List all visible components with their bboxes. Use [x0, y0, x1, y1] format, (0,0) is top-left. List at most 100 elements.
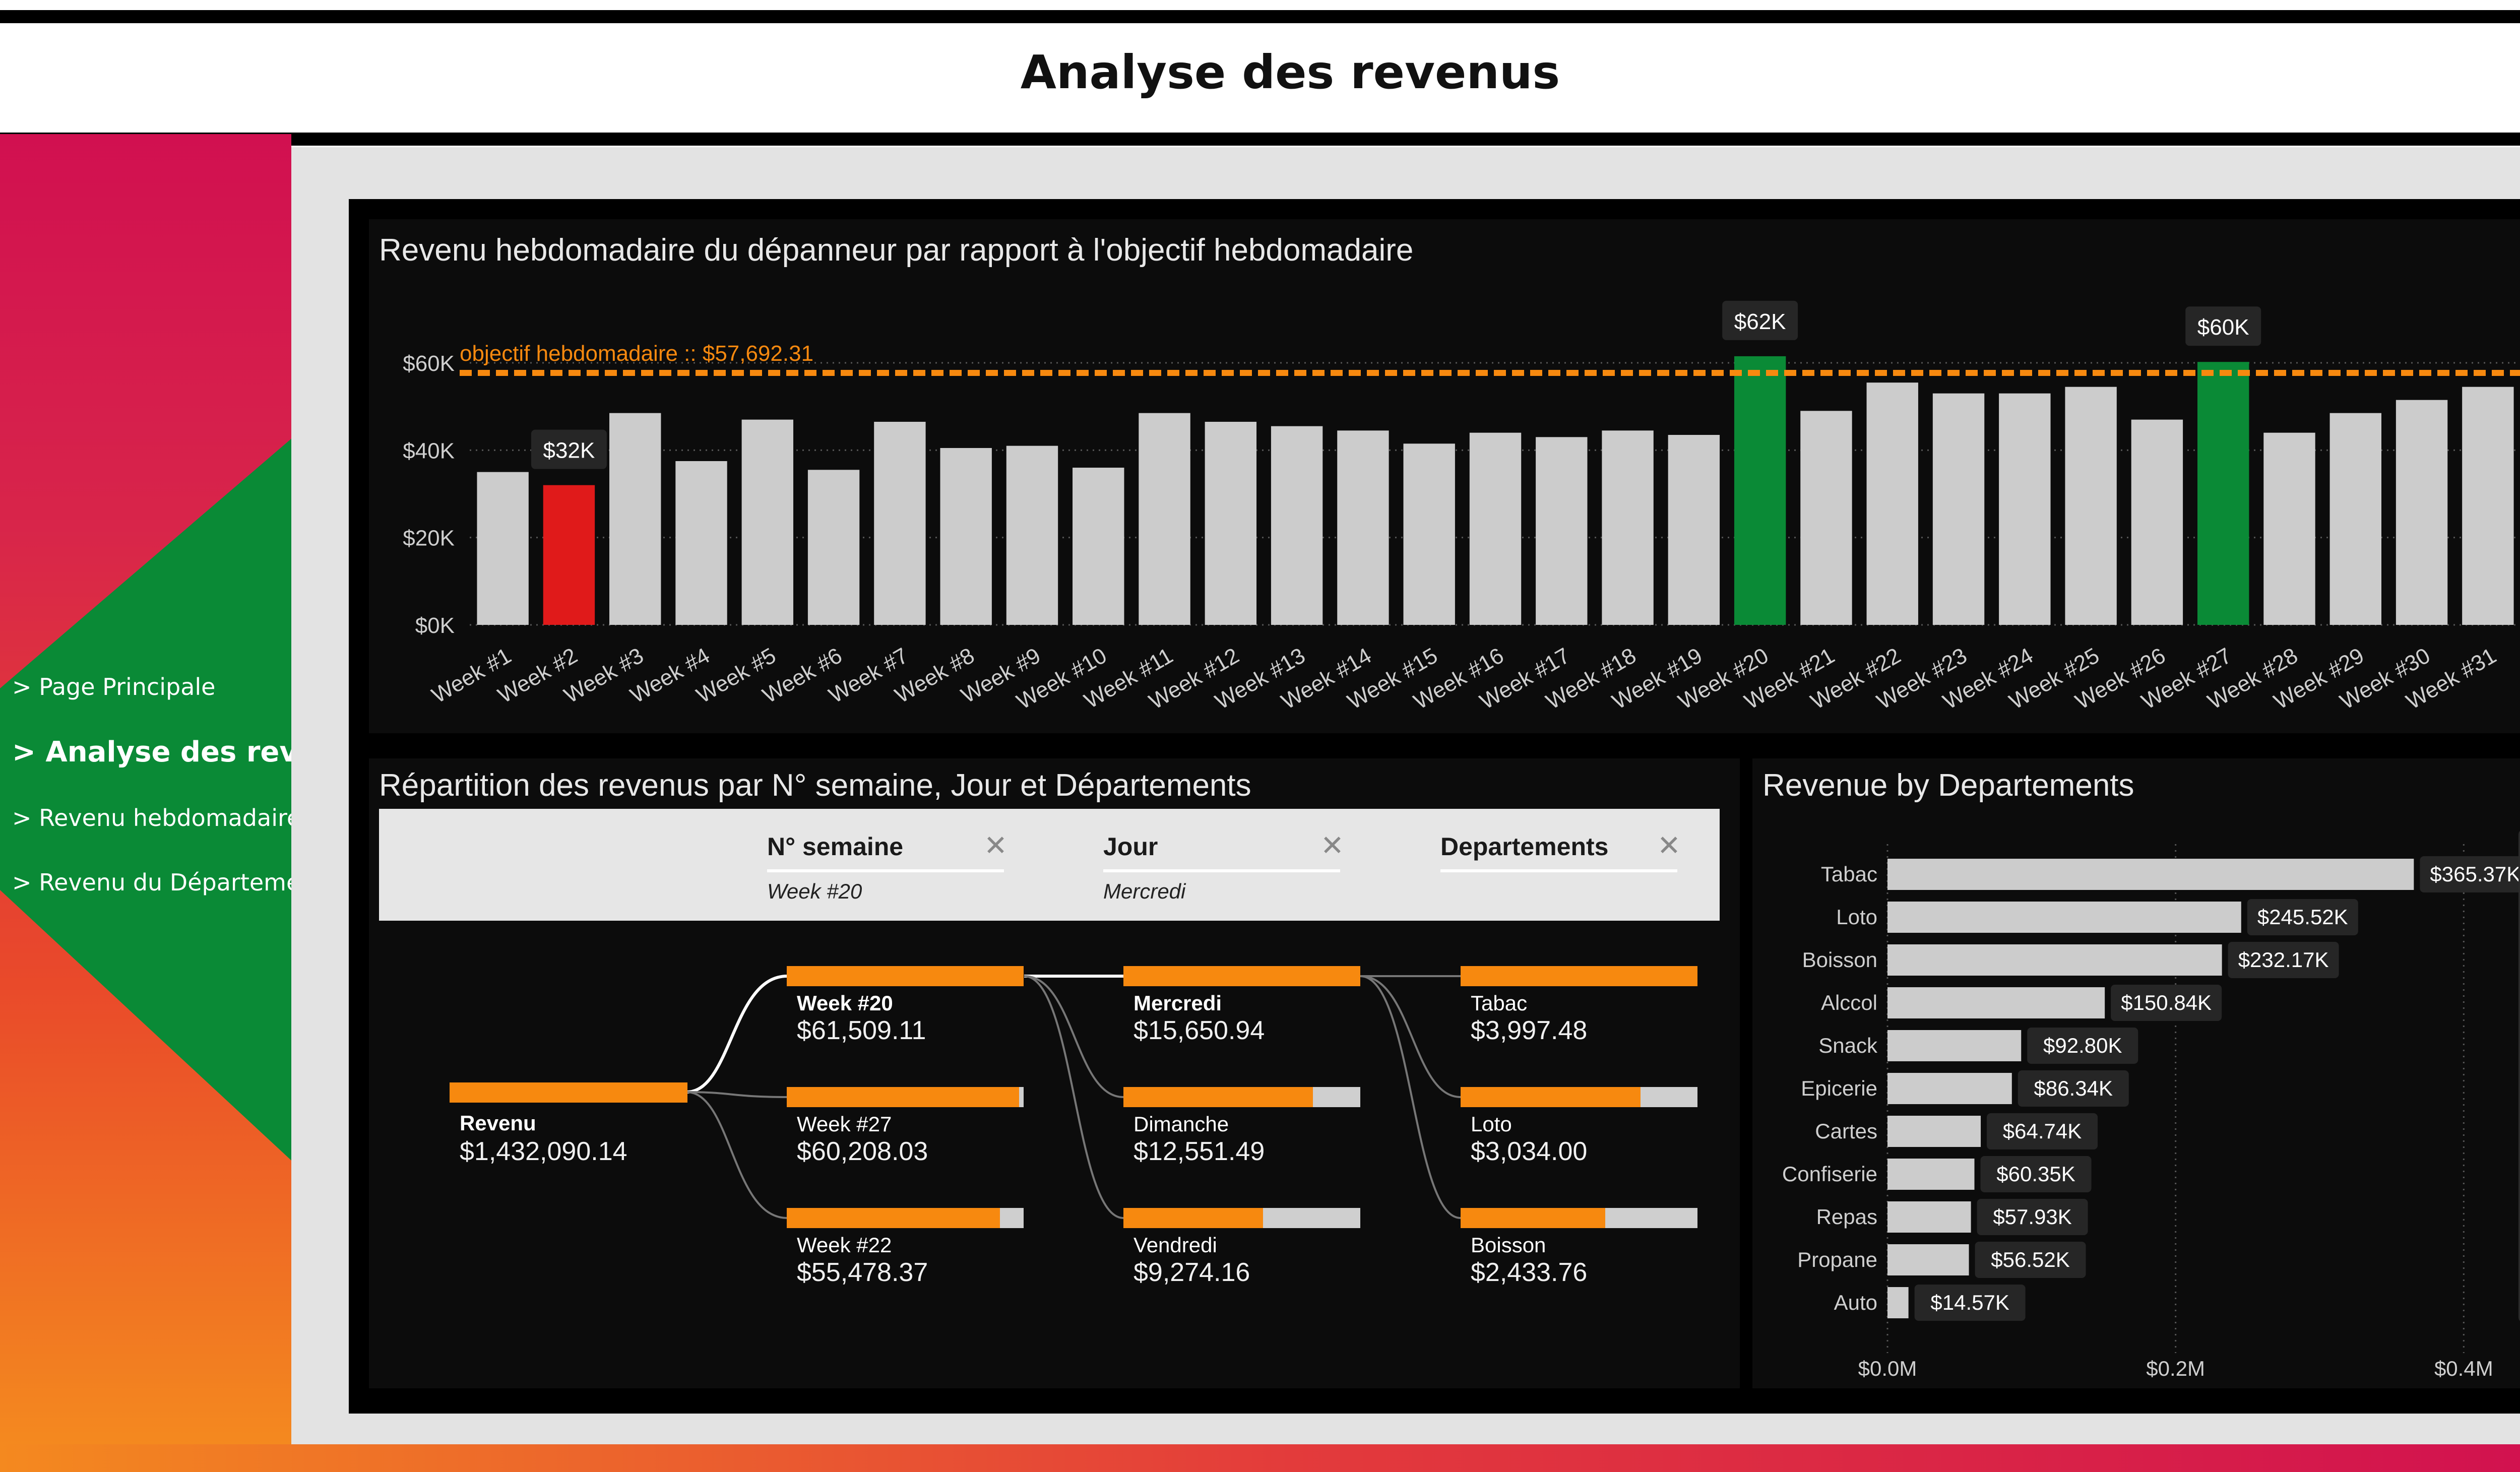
node-week-22-bar[interactable]	[787, 1208, 1024, 1228]
bar-week-8[interactable]	[940, 448, 992, 625]
bar-week-4[interactable]	[675, 461, 727, 625]
bar-week-29[interactable]	[2329, 413, 2381, 625]
dept-bar-loto[interactable]	[1887, 902, 2241, 933]
bar-week-7[interactable]	[874, 422, 926, 625]
node-dimanche-bar[interactable]	[1123, 1087, 1360, 1107]
nav-item-revenu-hebdomadaire[interactable]: > Revenu hebdomadaire	[12, 804, 291, 831]
filter-header-jour: Jour	[1103, 833, 1158, 861]
dept-bar-epicerie[interactable]	[1887, 1073, 2012, 1104]
clear-filter-jour-icon[interactable]: ✕	[1320, 829, 1344, 861]
node-tabac-bar[interactable]	[1461, 966, 1697, 986]
category-label: Propane	[1797, 1248, 1877, 1271]
bar-week-10[interactable]	[1073, 468, 1124, 625]
title-divider	[0, 133, 2520, 146]
bar-week-24[interactable]	[1999, 393, 2051, 625]
node-week-20-label: Week #20	[797, 991, 893, 1015]
bar-week-26[interactable]	[2131, 419, 2183, 625]
dept-bar-tabac[interactable]	[1887, 859, 2414, 890]
node-boisson-bar[interactable]	[1461, 1208, 1697, 1228]
filter-underline	[767, 869, 1004, 872]
x-tick-label: $0.0M	[1858, 1357, 1917, 1380]
category-label: Boisson	[1802, 948, 1877, 972]
data-label: $92.80K	[2043, 1034, 2122, 1057]
bar-week-14[interactable]	[1337, 430, 1389, 625]
node-week-27-value: $60,208.03	[797, 1137, 928, 1166]
x-tick-label: $0.2M	[2146, 1357, 2205, 1380]
dept-bar-repas[interactable]	[1887, 1201, 1971, 1233]
root-node-bar[interactable]	[450, 1082, 687, 1103]
nav-item-analyse-des-revenus[interactable]: > Analyse des revenus	[12, 736, 291, 769]
data-label: $365.37K	[2430, 862, 2520, 886]
dept-bar-confiserie[interactable]	[1887, 1159, 1975, 1190]
bar-week-1[interactable]	[477, 472, 529, 625]
clear-filter-departements-icon[interactable]: ✕	[1657, 829, 1681, 861]
bar-week-22[interactable]	[1866, 382, 1918, 625]
node-boisson-value: $2,433.76	[1471, 1258, 1588, 1287]
bar-week-16[interactable]	[1469, 432, 1522, 625]
scrollbar-track[interactable]	[2518, 829, 2520, 1323]
node-week-27-label: Week #27	[797, 1112, 892, 1136]
node-vendredi-bar[interactable]	[1123, 1208, 1360, 1228]
bar-week-25[interactable]	[2065, 387, 2117, 625]
bar-week-28[interactable]	[2263, 432, 2315, 625]
y-tick-label: $40K	[403, 438, 455, 463]
filter-value-jour: Mercredi	[1103, 879, 1186, 903]
data-label: $150.84K	[2121, 991, 2212, 1014]
x-tick-label: $0.4M	[2434, 1357, 2493, 1380]
bar-week-20[interactable]	[1734, 356, 1786, 625]
nav-item-page-principale[interactable]: > Page Principale	[12, 673, 216, 700]
data-label-box	[1980, 1156, 2092, 1192]
node-dimanche-value: $12,551.49	[1133, 1137, 1265, 1166]
bar-week-2[interactable]	[543, 485, 595, 625]
node-week-22-label: Week #22	[797, 1233, 892, 1257]
bar-week-30[interactable]	[2396, 400, 2448, 625]
data-label: $57.93K	[1993, 1205, 2071, 1229]
data-callout-box	[531, 429, 607, 469]
bar-week-23[interactable]	[1932, 393, 1985, 625]
data-label-box	[1914, 1285, 2026, 1321]
dept-revenue-chart[interactable]: $0.0M $0.2M $0.4M Tabac $365.37K Loto $245.52K…	[1752, 758, 2520, 1388]
node-vendredi-value: $9,274.16	[1133, 1258, 1250, 1287]
bar-week-11[interactable]	[1139, 413, 1190, 625]
data-callout-box	[1722, 300, 1798, 340]
page-title: Analyse des revenus	[1020, 45, 1560, 99]
bar-week-31[interactable]	[2462, 387, 2514, 625]
dept-bar-auto[interactable]	[1887, 1287, 1909, 1318]
node-vendredi-label: Vendredi	[1133, 1233, 1217, 1257]
data-callout-label: $32K	[543, 438, 595, 463]
dept-bar-alccol[interactable]	[1887, 987, 2105, 1018]
node-mercredi-bar[interactable]	[1123, 966, 1360, 986]
nav-item-revenu-departement[interactable]: > Revenu du Département	[12, 869, 291, 896]
bar-week-27[interactable]	[2197, 362, 2249, 625]
node-week-22-value: $55,478.37	[797, 1258, 928, 1287]
filter-underline	[1440, 869, 1677, 872]
node-loto-bar[interactable]	[1461, 1087, 1697, 1107]
node-tabac-value: $3,997.48	[1471, 1016, 1588, 1045]
bar-week-9[interactable]	[1006, 445, 1058, 625]
bar-week-18[interactable]	[1602, 430, 1654, 625]
bar-week-15[interactable]	[1403, 443, 1455, 625]
decomp-connectors	[686, 975, 1461, 1219]
y-tick-label: $20K	[403, 526, 455, 551]
bar-week-6[interactable]	[807, 470, 860, 625]
filter-header-semaine: N° semaine	[767, 833, 904, 861]
bar-week-12[interactable]	[1205, 422, 1257, 625]
category-label: Alccol	[1821, 991, 1877, 1014]
filter-underline	[1103, 869, 1340, 872]
top-border	[0, 10, 2520, 23]
bar-week-13[interactable]	[1271, 426, 1323, 625]
bar-week-19[interactable]	[1668, 435, 1720, 625]
dept-bar-snack[interactable]	[1887, 1030, 2022, 1061]
bar-week-5[interactable]	[741, 419, 794, 625]
data-label-box	[1977, 1199, 2088, 1235]
clear-filter-semaine-icon[interactable]: ✕	[984, 829, 1007, 861]
node-week-27-bar[interactable]	[787, 1087, 1024, 1107]
bar-week-3[interactable]	[609, 413, 661, 625]
bar-week-21[interactable]	[1800, 411, 1852, 625]
dept-bar-boisson[interactable]	[1887, 944, 2222, 976]
dept-bar-propane[interactable]	[1887, 1244, 1969, 1275]
bar-week-17[interactable]	[1536, 437, 1588, 625]
dept-bar-cartes[interactable]	[1887, 1116, 1981, 1147]
node-week-20-bar[interactable]	[787, 966, 1024, 986]
